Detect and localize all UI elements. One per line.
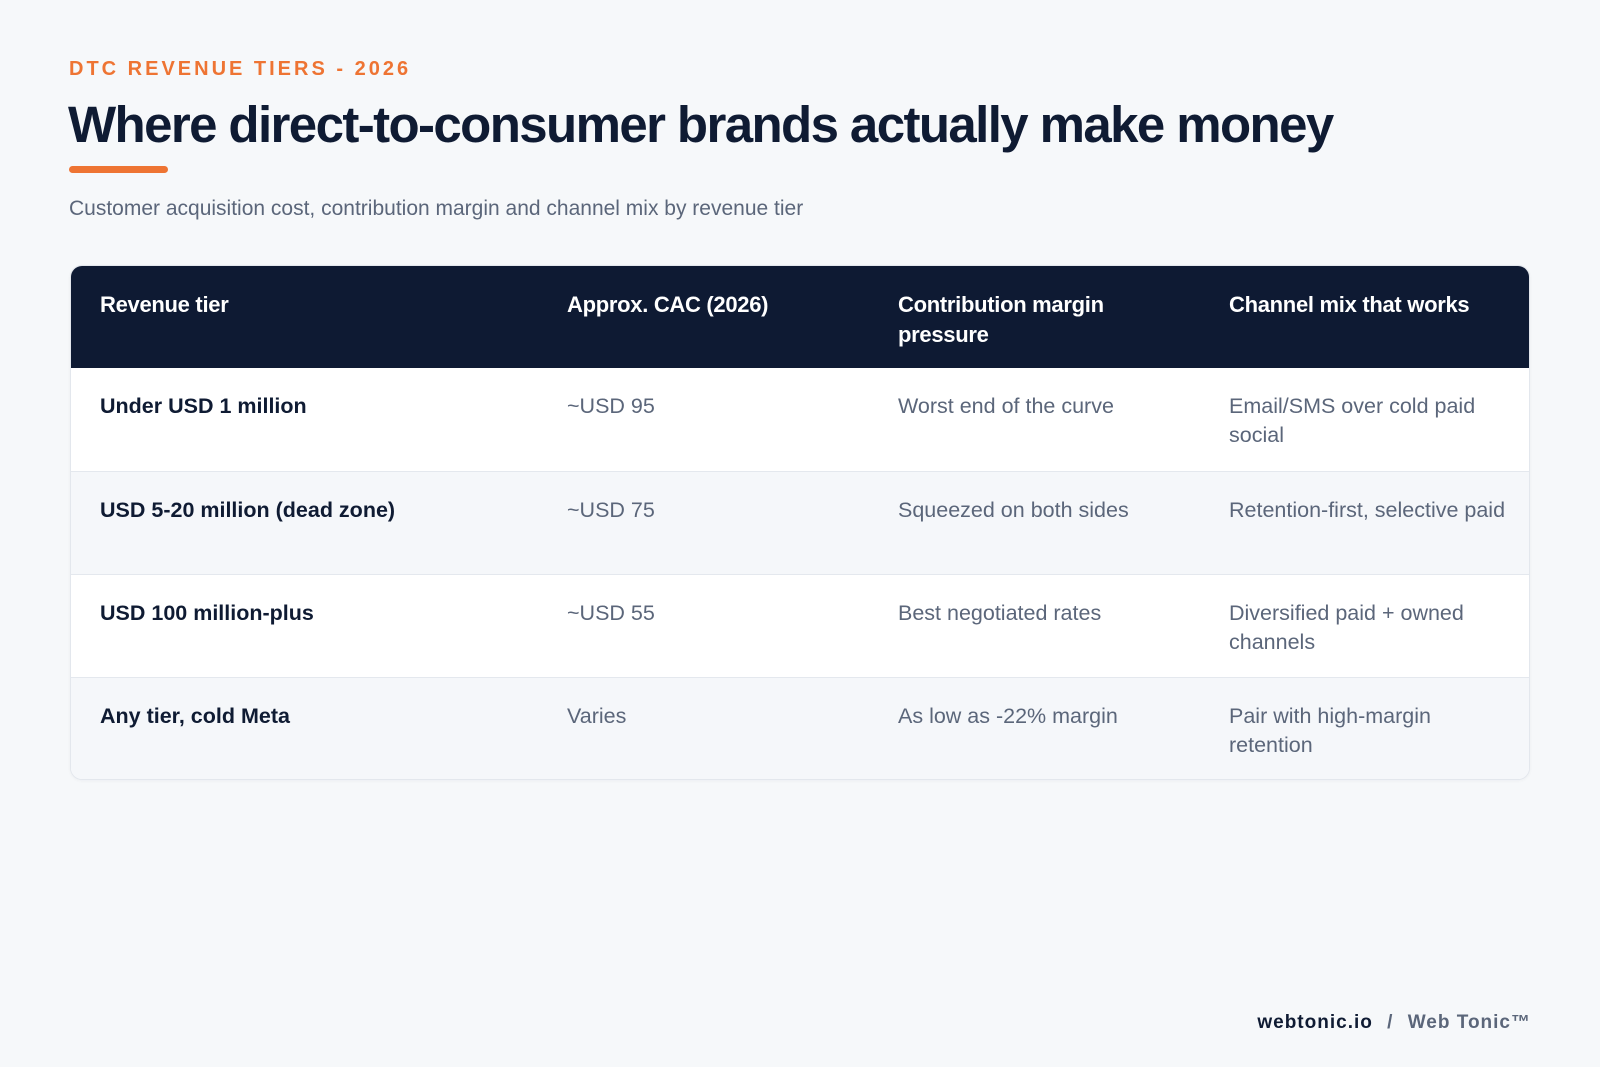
cell-channel: Email/SMS over cold paid social <box>1229 394 1476 447</box>
table-header-row: Revenue tier Approx. CAC (2026) Contribu… <box>71 266 1529 368</box>
tier-table-card: Revenue tier Approx. CAC (2026) Contribu… <box>70 265 1530 780</box>
cell-margin: Best negotiated rates <box>898 600 1102 625</box>
cell-cac: ~USD 55 <box>567 600 655 625</box>
page-subtitle: Customer acquisition cost, contribution … <box>69 197 804 220</box>
cell-margin: Worst end of the curve <box>898 394 1114 418</box>
cell-cac: Varies <box>567 703 627 728</box>
table-row: USD 100 million-plus ~USD 55 Best negoti… <box>71 574 1529 677</box>
table-row: Under USD 1 million ~USD 95 Worst end of… <box>71 368 1529 471</box>
table-body: Under USD 1 million ~USD 95 Worst end of… <box>71 368 1529 779</box>
table-row: USD 5-20 million (dead zone) ~USD 75 Squ… <box>71 471 1529 574</box>
table-header: Revenue tier Approx. CAC (2026) Contribu… <box>71 266 1529 368</box>
cell-margin: Squeezed on both sides <box>898 497 1129 522</box>
cell-channel: Retention-first, selective paid <box>1229 497 1506 522</box>
table-row: Any tier, cold Meta Varies As low as -22… <box>71 677 1529 779</box>
cell-tier: Any tier, cold Meta <box>100 703 290 728</box>
column-header-revenue-tier: Revenue tier <box>100 292 229 317</box>
footer-separator: / <box>1387 1012 1394 1033</box>
column-header-channel-mix: Channel mix that works <box>1229 292 1470 317</box>
cell-tier: Under USD 1 million <box>100 394 307 418</box>
cell-margin: As low as -22% margin <box>898 703 1118 728</box>
cell-tier: USD 5-20 million (dead zone) <box>100 497 396 522</box>
column-header-cac: Approx. CAC (2026) <box>567 292 769 317</box>
column-header-margin: Contribution margin pressure <box>898 292 1104 347</box>
page-title: Where direct-to-consumer brands actually… <box>68 96 1334 153</box>
tier-table: Revenue tier Approx. CAC (2026) Contribu… <box>71 266 1529 779</box>
cell-tier: USD 100 million-plus <box>100 600 314 625</box>
footer-brand: Web Tonic™ <box>1407 1012 1531 1033</box>
title-accent-bar <box>69 166 168 173</box>
cell-cac: ~USD 95 <box>567 394 655 418</box>
cell-cac: ~USD 75 <box>567 497 655 522</box>
eyebrow-label: DTC REVENUE TIERS - 2026 <box>69 58 412 80</box>
footer-site-link[interactable]: webtonic.io <box>1257 1012 1373 1033</box>
cell-channel: Pair with high-margin retention <box>1229 703 1431 757</box>
footer-credit: webtonic.io / Web Tonic™ <box>1257 1012 1531 1034</box>
cell-channel: Diversified paid + owned channels <box>1229 600 1464 654</box>
